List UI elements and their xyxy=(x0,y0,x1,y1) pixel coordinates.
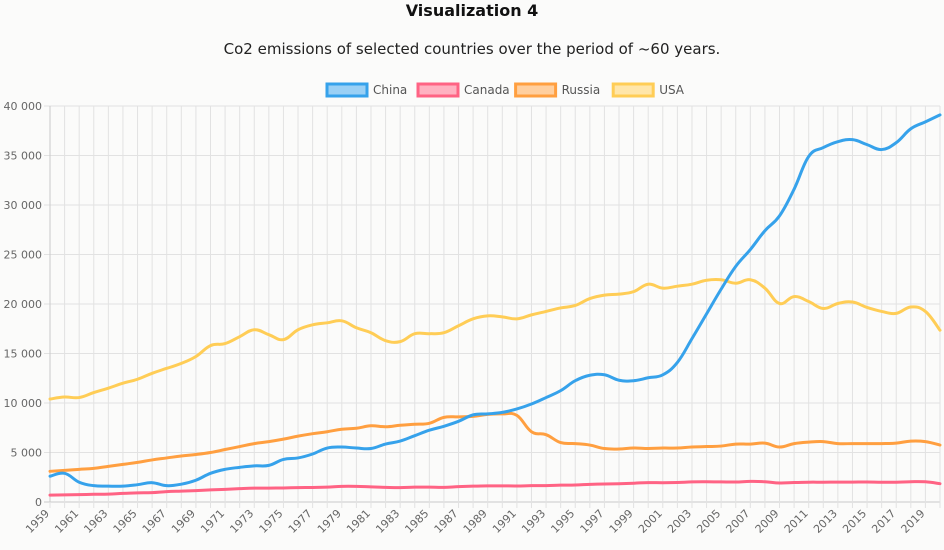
legend-label: China xyxy=(373,83,407,97)
x-tick-label: 1961 xyxy=(52,507,81,536)
legend-label: USA xyxy=(659,83,685,97)
x-tick-label: 1973 xyxy=(227,507,256,536)
y-axis-ticks: 0 5 000 10 000 15 000 20 000 25 000 30 000 35 0… xyxy=(4,100,43,509)
legend-swatch xyxy=(514,82,558,98)
legend-item-canada[interactable]: Canada xyxy=(416,82,510,98)
x-tick-label: 1999 xyxy=(607,507,636,536)
y-tick-label: 20 000 xyxy=(4,298,43,311)
chart-legend[interactable]: China Canada Russia USA xyxy=(325,82,685,98)
x-tick-label: 1971 xyxy=(198,507,227,536)
x-tick-label: 1989 xyxy=(461,507,490,536)
legend-item-usa[interactable]: USA xyxy=(611,82,685,98)
y-tick-label: 10 000 xyxy=(4,397,43,410)
x-tick-label: 1967 xyxy=(140,507,169,536)
page-heading: Visualization 4 xyxy=(405,1,539,20)
series-line-china xyxy=(48,113,942,488)
x-tick-label: 2013 xyxy=(811,507,840,536)
x-tick-label: 1979 xyxy=(315,507,344,536)
x-tick-label: 1991 xyxy=(490,507,519,536)
x-tick-label: 1977 xyxy=(286,507,315,536)
x-tick-label: 1997 xyxy=(578,507,607,536)
x-tick-label: 2015 xyxy=(840,507,869,536)
x-tick-label: 2019 xyxy=(899,507,928,536)
x-tick-label: 2007 xyxy=(723,507,752,536)
x-tick-label: 1985 xyxy=(402,507,431,536)
x-tick-label: 2005 xyxy=(694,507,723,536)
chart-subheading: Co2 emissions of selected countries over… xyxy=(223,40,721,58)
legend-item-china[interactable]: China xyxy=(325,82,407,98)
x-tick-label: 1993 xyxy=(519,507,548,536)
x-tick-label: 1963 xyxy=(81,507,110,536)
grid-lines xyxy=(44,105,941,508)
x-tick-label: 2001 xyxy=(636,507,665,536)
y-tick-label: 5 000 xyxy=(11,447,43,460)
y-tick-label: 30 000 xyxy=(4,199,43,212)
legend-swatch xyxy=(416,82,460,98)
x-tick-label: 1975 xyxy=(257,507,286,536)
x-tick-label: 2003 xyxy=(665,507,694,536)
x-tick-label: 1969 xyxy=(169,507,198,536)
series-line-russia xyxy=(48,411,942,473)
x-tick-label: 2011 xyxy=(782,507,811,536)
x-tick-label: 1983 xyxy=(373,507,402,536)
y-tick-label: 15 000 xyxy=(4,348,43,361)
x-axis-ticks: 1959 1961 1963 1965 1967 1969 1971 1973 1975 1977… xyxy=(23,507,927,536)
series-line-usa xyxy=(48,277,942,401)
y-tick-label: 25 000 xyxy=(4,249,43,262)
y-tick-label: 40 000 xyxy=(4,100,43,113)
legend-label: Canada xyxy=(464,83,510,97)
legend-item-russia[interactable]: Russia xyxy=(514,82,601,98)
x-tick-label: 1959 xyxy=(23,507,52,536)
x-tick-label: 1965 xyxy=(111,507,140,536)
series-lines xyxy=(48,113,942,497)
y-tick-label: 35 000 xyxy=(4,150,43,163)
x-tick-label: 2017 xyxy=(869,507,898,536)
series-line-canada xyxy=(48,479,942,497)
y-tick-label: 0 xyxy=(35,496,42,509)
legend-swatch xyxy=(611,82,655,98)
legend-swatch xyxy=(325,82,369,98)
legend-label: Russia xyxy=(562,83,601,97)
x-tick-label: 1987 xyxy=(432,507,461,536)
x-tick-label: 2009 xyxy=(753,507,782,536)
x-tick-label: 1995 xyxy=(548,507,577,536)
x-tick-label: 1981 xyxy=(344,507,373,536)
